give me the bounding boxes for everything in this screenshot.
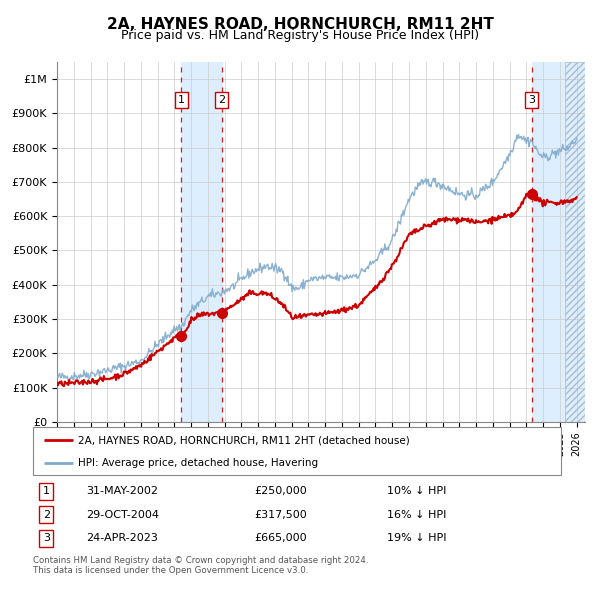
Text: 29-OCT-2004: 29-OCT-2004 bbox=[86, 510, 159, 520]
Bar bbox=[532, 62, 585, 422]
Text: 31-MAY-2002: 31-MAY-2002 bbox=[86, 486, 158, 496]
Text: £665,000: £665,000 bbox=[255, 533, 307, 543]
Text: 24-APR-2023: 24-APR-2023 bbox=[86, 533, 158, 543]
Text: £250,000: £250,000 bbox=[255, 486, 308, 496]
Text: 2A, HAYNES ROAD, HORNCHURCH, RM11 2HT (detached house): 2A, HAYNES ROAD, HORNCHURCH, RM11 2HT (d… bbox=[78, 435, 410, 445]
Text: 2A, HAYNES ROAD, HORNCHURCH, RM11 2HT: 2A, HAYNES ROAD, HORNCHURCH, RM11 2HT bbox=[107, 17, 493, 31]
Text: Contains HM Land Registry data © Crown copyright and database right 2024.
This d: Contains HM Land Registry data © Crown c… bbox=[33, 556, 368, 575]
Text: 1: 1 bbox=[178, 95, 185, 105]
Bar bbox=[181, 62, 222, 422]
Text: 16% ↓ HPI: 16% ↓ HPI bbox=[387, 510, 446, 520]
Text: 1: 1 bbox=[43, 486, 50, 496]
Text: 2: 2 bbox=[218, 95, 226, 105]
Text: 3: 3 bbox=[528, 95, 535, 105]
Text: 3: 3 bbox=[43, 533, 50, 543]
Text: £317,500: £317,500 bbox=[255, 510, 308, 520]
FancyBboxPatch shape bbox=[33, 427, 561, 475]
Text: 10% ↓ HPI: 10% ↓ HPI bbox=[387, 486, 446, 496]
Text: 2: 2 bbox=[43, 510, 50, 520]
Text: HPI: Average price, detached house, Havering: HPI: Average price, detached house, Have… bbox=[78, 458, 318, 468]
Text: Price paid vs. HM Land Registry's House Price Index (HPI): Price paid vs. HM Land Registry's House … bbox=[121, 30, 479, 42]
Text: 19% ↓ HPI: 19% ↓ HPI bbox=[387, 533, 446, 543]
